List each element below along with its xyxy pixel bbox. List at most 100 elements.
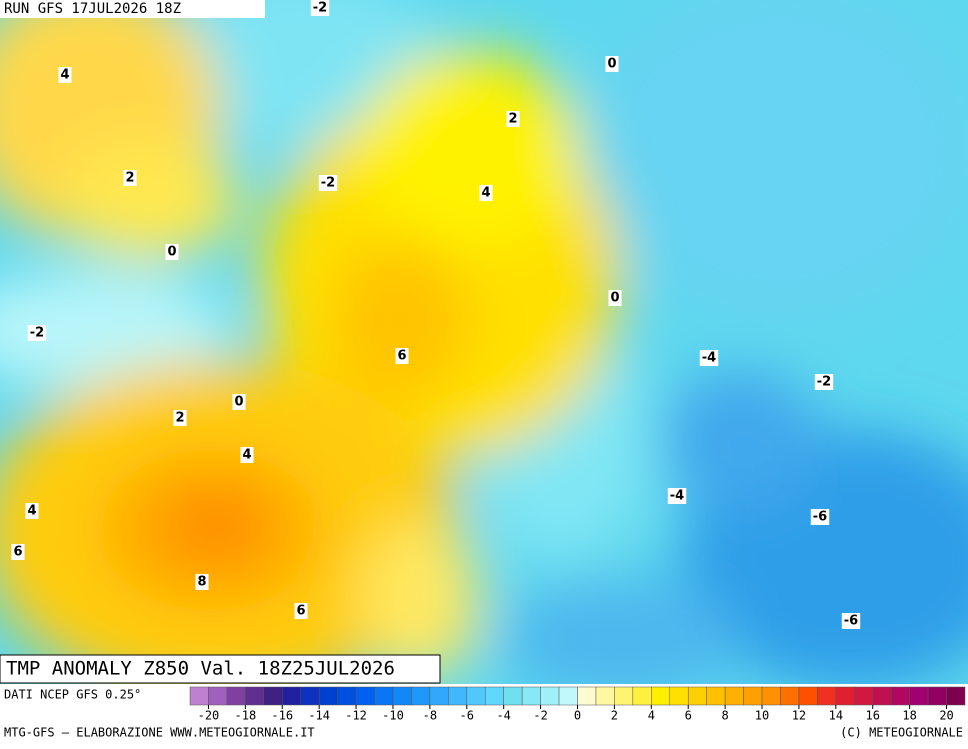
contour-label-text: 4 — [242, 448, 251, 463]
map-title: TMP ANOMALY Z850 Val. 18Z25JUL2026 — [6, 658, 395, 680]
contour-label-text: 0 — [234, 395, 243, 410]
colorbar-swatch — [651, 686, 671, 706]
contour-label-text: 6 — [296, 604, 305, 619]
colorbar-swatch — [208, 686, 228, 706]
contour-label-text: -6 — [844, 614, 858, 629]
map-field — [0, 0, 968, 684]
colorbar-swatch — [448, 686, 468, 706]
colorbar-swatch — [484, 686, 504, 706]
colorbar: -20 -18 -16 -14 -12 -10 -8 -6 -4 -2 0 2 4 6 8 10 12 14 16 1… — [189, 686, 966, 723]
source-text: DATI NCEP GFS 0.25° — [4, 688, 141, 702]
contour-label-bg — [605, 56, 619, 72]
contour-label-bg — [165, 244, 179, 260]
contour-label-text: -6 — [813, 510, 827, 525]
colorbar-tick-label: -20 — [198, 709, 220, 723]
colorbar-tick-label: -16 — [271, 709, 293, 723]
contour-label-bg — [25, 503, 39, 519]
contour-label-bg — [506, 111, 520, 127]
contour-label-bg — [232, 394, 246, 410]
contour-label-bg — [195, 574, 209, 590]
contour-label-bg — [699, 350, 719, 366]
colorbar-tick-label: 6 — [685, 709, 692, 723]
colorbar-swatch — [226, 686, 246, 706]
colorbar-swatch — [392, 686, 412, 706]
colorbar-swatch — [946, 686, 966, 706]
colorbar-swatch — [318, 686, 338, 706]
contour-label-text: 0 — [610, 291, 619, 306]
colorbar-swatch — [558, 686, 578, 706]
colorbar-tick-label: 4 — [648, 709, 655, 723]
contour-label-bg — [173, 410, 187, 426]
colorbar-swatch — [374, 686, 394, 706]
colorbar-tick-label: -2 — [533, 709, 547, 723]
colorbar-tick-label: 8 — [722, 709, 729, 723]
contour-label: 0 — [608, 290, 622, 306]
colorbar-tick-label: -6 — [460, 709, 474, 723]
colorbar-swatch — [595, 686, 615, 706]
contour-label: -6 — [841, 613, 861, 629]
colorbar-swatch — [872, 686, 892, 706]
contour-label: -6 — [810, 509, 830, 525]
colorbar-swatch — [263, 686, 283, 706]
title-box — [0, 654, 441, 684]
contour-label-bg — [27, 325, 47, 341]
contour-label: 4 — [25, 503, 39, 519]
contour-label: -2 — [814, 374, 834, 390]
contour-label: 0 — [165, 244, 179, 260]
colorbar-tick-label: -14 — [308, 709, 330, 723]
contour-label-bg — [58, 67, 72, 83]
colorbar-swatch — [687, 686, 707, 706]
contour-label-text: -2 — [817, 375, 831, 390]
contour-label: 8 — [195, 574, 209, 590]
contour-label: 0 — [605, 56, 619, 72]
colorbar-swatch — [411, 686, 431, 706]
colorbar-swatch — [743, 686, 763, 706]
colorbar-tick-label: 14 — [829, 709, 843, 723]
contour-label-text: 4 — [60, 68, 69, 83]
colorbar-swatch — [245, 686, 265, 706]
colorbar-tick-label: 10 — [755, 709, 769, 723]
colorbar-swatch — [669, 686, 689, 706]
colorbar-swatch — [355, 686, 375, 706]
header-box — [0, 0, 265, 18]
colorbar-swatch — [503, 686, 523, 706]
colorbar-swatch — [300, 686, 320, 706]
colorbar-tick-label: 18 — [902, 709, 916, 723]
contour-label: -4 — [699, 350, 719, 366]
colorbar-swatch — [614, 686, 634, 706]
colorbar-swatch — [724, 686, 744, 706]
contour-label: 4 — [58, 67, 72, 83]
contour-label-bg — [240, 447, 254, 463]
contour-label-text: 2 — [125, 171, 134, 186]
contour-label-bg — [395, 348, 409, 364]
contour-label-text: 4 — [481, 186, 490, 201]
colorbar-swatch — [632, 686, 652, 706]
contour-label-text: 2 — [175, 411, 184, 426]
colorbar-swatch — [909, 686, 929, 706]
colorbar-swatch — [577, 686, 597, 706]
colorbar-tick-label: -10 — [382, 709, 404, 723]
contour-label: -2 — [27, 325, 47, 341]
contour-label: -2 — [318, 175, 338, 191]
colorbar-tick-label: 0 — [574, 709, 581, 723]
colorbar-swatch — [890, 686, 910, 706]
colorbar-swatch — [337, 686, 357, 706]
contour-label: 6 — [11, 544, 25, 560]
contour-label: 0 — [232, 394, 246, 410]
contour-label: 2 — [173, 410, 187, 426]
colorbar-swatch — [540, 686, 560, 706]
contour-label-text: -4 — [702, 351, 716, 366]
contour-label-bg — [810, 509, 830, 525]
contour-label: 2 — [123, 170, 137, 186]
colorbar-swatch — [780, 686, 800, 706]
colorbar-tick-label: -4 — [496, 709, 510, 723]
colorbar-tick-label: -12 — [345, 709, 367, 723]
contour-label: 6 — [294, 603, 308, 619]
contour-label-bg — [294, 603, 308, 619]
colorbar-swatch — [429, 686, 449, 706]
contour-label: -4 — [667, 488, 687, 504]
colorbar-swatch — [835, 686, 855, 706]
colorbar-swatch — [189, 686, 209, 706]
colorbar-tick-label: -8 — [423, 709, 437, 723]
